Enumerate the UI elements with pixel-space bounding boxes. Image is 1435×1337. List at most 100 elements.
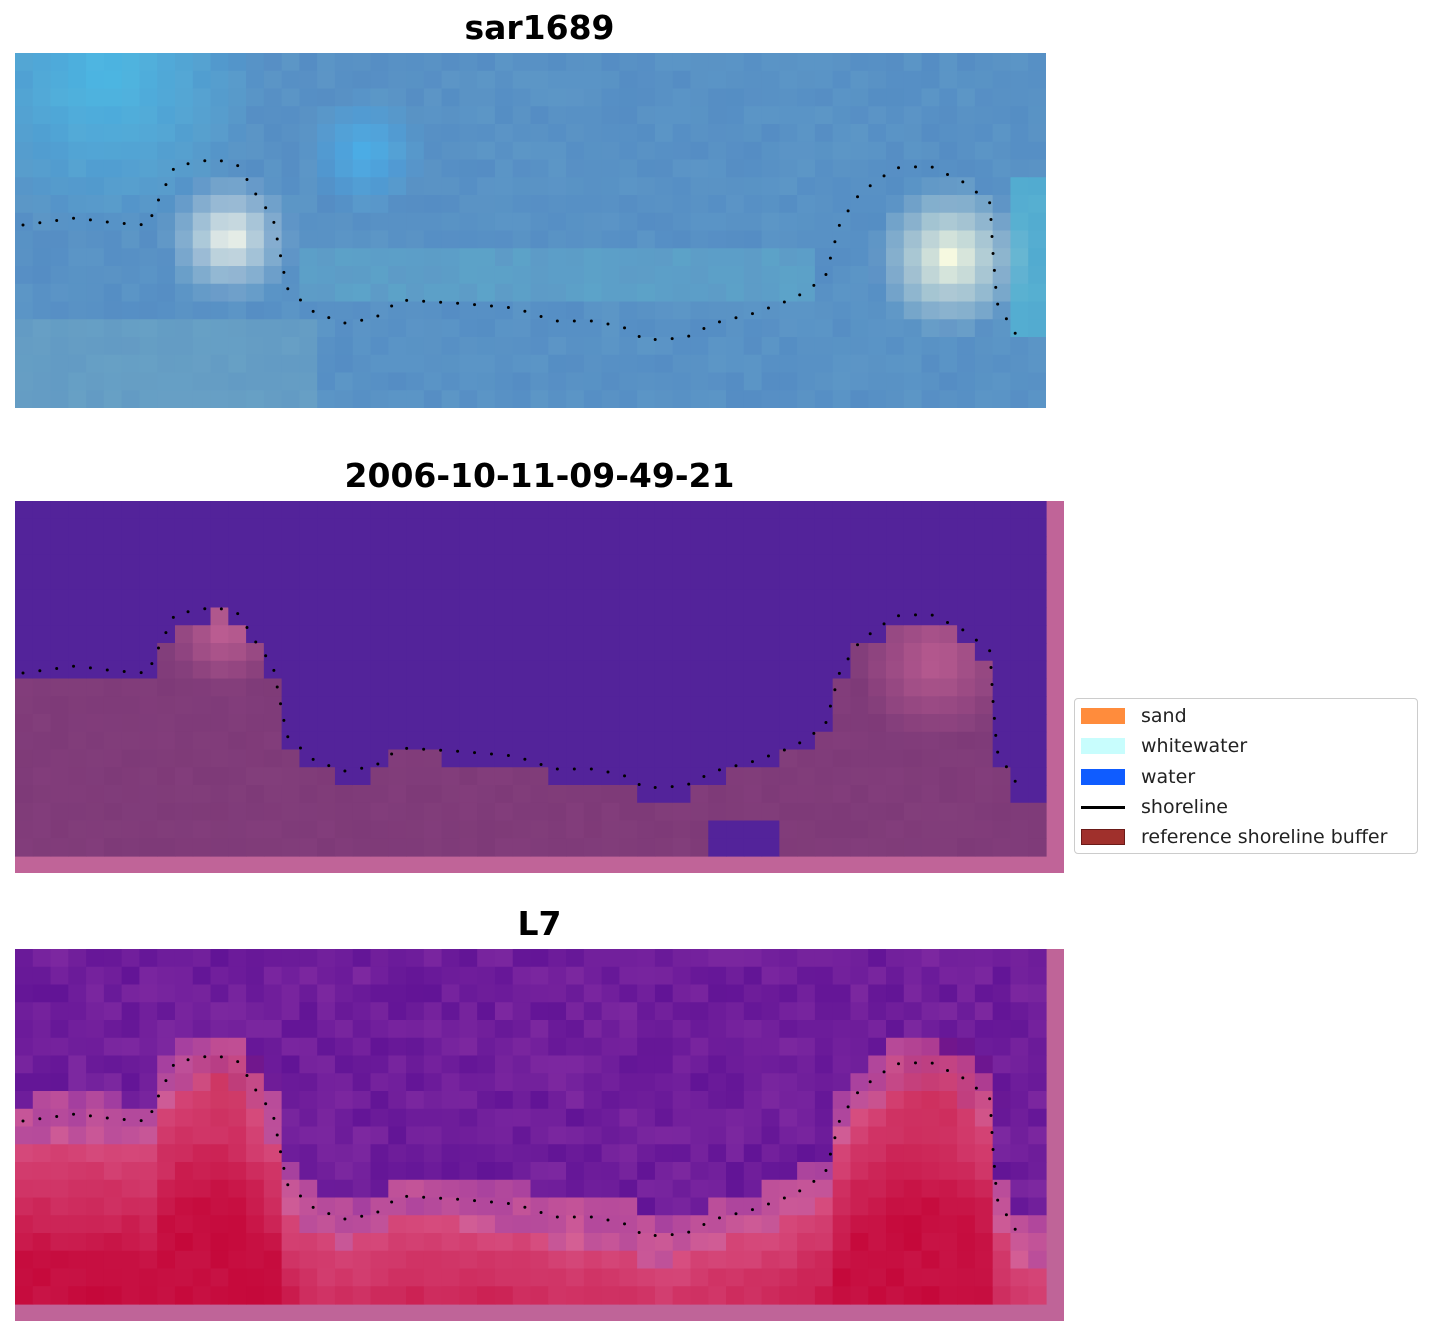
shoreline-dot xyxy=(897,166,901,170)
legend-swatch-water xyxy=(1081,769,1125,785)
shoreline-dot xyxy=(405,1194,409,1198)
shoreline-dot xyxy=(264,1102,268,1106)
shoreline-dot xyxy=(539,314,543,318)
shoreline-dot xyxy=(946,1069,950,1073)
shoreline-dot xyxy=(897,1062,901,1066)
shoreline-dot xyxy=(390,304,394,308)
shoreline-dot xyxy=(298,746,302,750)
shoreline-dot xyxy=(55,1114,59,1118)
shoreline-dot xyxy=(734,316,738,320)
shoreline-dot xyxy=(298,1194,302,1198)
shoreline-dot xyxy=(798,741,802,745)
shoreline-dot xyxy=(837,223,841,227)
shoreline xyxy=(21,159,1017,341)
shoreline-dot xyxy=(782,748,786,752)
shoreline-dot xyxy=(913,613,917,617)
shoreline-dot xyxy=(913,1061,917,1065)
shoreline-dot xyxy=(506,753,510,757)
shoreline-dot xyxy=(868,184,872,188)
shoreline-dot xyxy=(882,1070,886,1074)
shoreline-dot xyxy=(275,1133,279,1137)
shoreline-dot xyxy=(990,234,994,238)
shoreline-dot xyxy=(150,214,154,218)
shoreline-dot xyxy=(439,300,443,304)
shoreline-dot xyxy=(298,298,302,302)
shoreline-dot xyxy=(55,666,59,670)
shoreline-dot xyxy=(489,1200,493,1204)
shoreline-dot xyxy=(750,312,754,316)
shoreline-dot xyxy=(687,1230,691,1234)
shoreline-dot xyxy=(275,685,279,689)
shoreline-dot xyxy=(254,1088,258,1092)
shoreline-dot xyxy=(405,298,409,302)
shoreline-dot xyxy=(961,180,965,184)
shoreline-dot xyxy=(846,209,850,213)
shoreline-dot xyxy=(812,1179,816,1183)
shoreline-dot xyxy=(21,1119,25,1123)
shoreline-dot xyxy=(88,666,92,670)
shoreline-dot xyxy=(989,1114,993,1118)
shoreline-dot xyxy=(390,1200,394,1204)
shoreline-dot xyxy=(717,320,721,324)
shoreline-dot xyxy=(254,192,258,196)
shoreline-dot xyxy=(171,615,175,619)
shoreline-dot xyxy=(327,316,331,320)
shoreline-dot xyxy=(88,218,92,222)
legend-label-water: water xyxy=(1141,766,1196,788)
shoreline-dot xyxy=(824,273,828,277)
shoreline-dot xyxy=(702,1223,706,1227)
shoreline-dot xyxy=(171,167,175,171)
shoreline-dot xyxy=(992,1164,996,1168)
shoreline-dot xyxy=(670,1233,674,1237)
shoreline-dot xyxy=(555,319,559,323)
shoreline-dot xyxy=(186,1058,190,1062)
shoreline-dot xyxy=(572,1215,576,1219)
shoreline-dot xyxy=(897,614,901,618)
shoreline-dot xyxy=(422,1195,426,1199)
shoreline-dot xyxy=(846,1105,850,1109)
shoreline-dot xyxy=(156,198,160,202)
shoreline-dot xyxy=(989,666,993,670)
shoreline-dot xyxy=(473,751,477,755)
shoreline-dot xyxy=(930,165,934,169)
shoreline-dot xyxy=(961,628,965,632)
shoreline-dot xyxy=(994,1181,998,1185)
classification-image xyxy=(15,501,1064,873)
shoreline-dot xyxy=(286,1183,290,1187)
shoreline-dot xyxy=(837,1119,841,1123)
shoreline-dot xyxy=(798,1189,802,1193)
shoreline-dot xyxy=(974,638,978,642)
legend-swatch-shoreline xyxy=(1081,805,1125,809)
shoreline-dot xyxy=(555,1215,559,1219)
shoreline-dot xyxy=(856,195,860,199)
shoreline-dot xyxy=(264,206,268,210)
legend: sand whitewater water shoreline referenc… xyxy=(1074,698,1418,854)
shoreline-dot xyxy=(974,1086,978,1090)
shoreline-dot xyxy=(572,767,576,771)
shoreline-dot xyxy=(868,1080,872,1084)
shoreline-dot xyxy=(150,662,154,666)
shoreline-dot xyxy=(988,201,992,205)
shoreline-dot xyxy=(282,1166,286,1170)
shoreline-dot xyxy=(539,1210,543,1214)
shoreline-dot xyxy=(422,299,426,303)
shoreline-dot xyxy=(589,767,593,771)
shoreline-dot xyxy=(245,625,249,629)
shoreline-dot xyxy=(311,757,315,761)
sar-image-panel xyxy=(15,53,1046,408)
shoreline-dot xyxy=(139,223,143,227)
shoreline-dot xyxy=(156,1094,160,1098)
panel-title-date: 2006-10-11-09-49-21 xyxy=(344,456,735,495)
shoreline-dot xyxy=(286,735,290,739)
shoreline-dot xyxy=(882,622,886,626)
shoreline-dot xyxy=(946,173,950,177)
shoreline-dot xyxy=(122,1118,126,1122)
shoreline-dot xyxy=(311,1205,315,1209)
shoreline-dot xyxy=(275,237,279,241)
shoreline-dot xyxy=(687,782,691,786)
shoreline-dot xyxy=(203,1055,207,1059)
shoreline-dot xyxy=(988,649,992,653)
shoreline-dot xyxy=(946,621,950,625)
shoreline-dot xyxy=(1004,1213,1008,1217)
shoreline-dot xyxy=(405,746,409,750)
